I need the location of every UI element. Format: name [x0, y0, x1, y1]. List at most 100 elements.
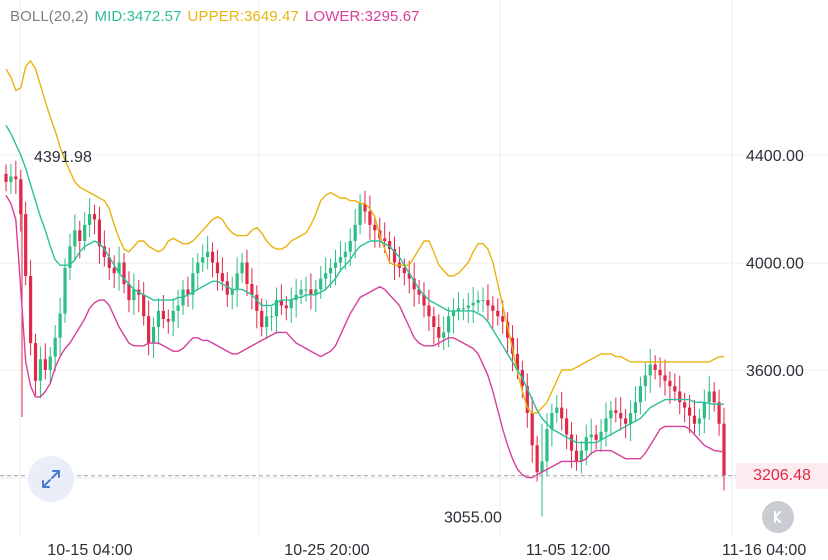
candle-body	[609, 410, 613, 419]
candle-body	[678, 391, 682, 403]
candle-body	[186, 289, 190, 295]
candle-body	[550, 413, 554, 430]
scroll-to-latest-button[interactable]	[762, 501, 794, 533]
candle-body	[73, 230, 77, 247]
candle-body	[407, 273, 411, 279]
candle-body	[412, 278, 416, 290]
time-tick-label: 10-15 04:00	[47, 542, 133, 559]
candle-body	[638, 386, 642, 403]
candle-body	[604, 418, 608, 432]
zoom-button[interactable]	[28, 456, 74, 502]
candle-body	[289, 300, 293, 309]
candle-body	[68, 246, 72, 268]
candle-body	[653, 364, 657, 370]
candle-body	[373, 224, 377, 231]
candle-body	[142, 294, 146, 317]
legend-mid: MID:3472.57	[94, 8, 182, 25]
candle-body	[486, 300, 490, 306]
candle-body	[274, 300, 279, 317]
candle-body	[555, 407, 559, 413]
candle-body	[417, 289, 421, 295]
candle-body	[225, 281, 229, 295]
candle-body	[579, 450, 583, 462]
high-price-label: 4391.98	[34, 149, 92, 166]
candle-body	[717, 402, 721, 424]
candle-body	[589, 434, 593, 438]
candle-body	[353, 224, 357, 241]
annotations: 4391.98 3055.00	[0, 149, 736, 526]
candle-body	[402, 267, 406, 274]
candle-body	[107, 257, 111, 268]
legend-lower: LOWER:3295.67	[304, 8, 420, 25]
grid-lines	[0, 0, 828, 536]
candle-body	[535, 445, 539, 473]
candle-body	[584, 437, 588, 451]
candle-body	[210, 251, 215, 263]
candle-body	[363, 203, 367, 212]
candle-body	[28, 275, 33, 344]
candle-body	[466, 305, 470, 309]
candle-body	[461, 308, 465, 310]
candle-body	[476, 300, 480, 303]
candle-body	[496, 310, 500, 317]
candle-body	[368, 211, 372, 225]
time-axis: 10-15 04:00 10-25 20:00 11-05 12:00 11-16 0…	[47, 542, 806, 559]
time-tick-label: 11-05 12:00	[526, 542, 610, 559]
candle-body	[127, 284, 131, 301]
boll-legend: BOLL(20,2) MID:3472.57 UPPER:3649.47 LOWER:…	[10, 8, 426, 25]
candle-body	[48, 356, 52, 370]
candle-body	[53, 337, 57, 357]
candle-body	[565, 418, 569, 435]
candle-body	[220, 273, 224, 282]
candle-body	[24, 214, 28, 276]
last-price-tag: 3206.48	[736, 463, 828, 489]
candlesticks	[4, 160, 726, 517]
candle-body	[383, 238, 387, 241]
candle-body	[83, 224, 87, 241]
candle-body	[712, 391, 716, 403]
candle-body	[171, 310, 175, 322]
candle-body	[328, 267, 333, 274]
candle-body	[599, 431, 603, 440]
candle-body	[38, 359, 43, 381]
candle-body	[447, 316, 451, 333]
time-tick-label: 11-16 04:00	[722, 542, 806, 559]
candle-body	[201, 257, 205, 263]
candle-body	[309, 289, 313, 295]
candle-body	[191, 273, 195, 295]
low-price-label: 3055.00	[444, 509, 502, 526]
candle-body	[697, 418, 702, 424]
candle-body	[451, 310, 456, 317]
candle-body	[707, 391, 711, 403]
candle-body	[43, 359, 47, 370]
time-tick-label: 10-25 20:00	[284, 542, 370, 559]
candle-body	[4, 173, 8, 182]
upper-band-line	[5, 60, 724, 414]
candle-body	[437, 327, 441, 338]
mid-band-line	[5, 125, 724, 444]
candle-body	[319, 278, 323, 290]
candle-body	[574, 450, 579, 462]
candle-body	[471, 302, 475, 306]
candle-body	[633, 402, 638, 413]
candle-body	[176, 305, 180, 311]
candle-body	[628, 413, 633, 424]
candle-body	[569, 434, 574, 451]
candle-body	[58, 313, 62, 338]
candle-body	[348, 241, 352, 252]
chevron-left-icon	[774, 511, 781, 523]
candle-body	[284, 305, 288, 309]
bollinger-bands	[5, 60, 725, 479]
candle-body	[648, 364, 652, 376]
candle-body	[456, 308, 461, 311]
candle-body	[619, 413, 623, 419]
candle-body	[530, 413, 534, 446]
candle-body	[9, 176, 13, 182]
candle-body	[117, 262, 121, 274]
candle-body	[683, 402, 687, 408]
candle-body	[196, 262, 200, 274]
candle-body	[151, 327, 156, 344]
candle-body	[122, 262, 126, 284]
candle-body	[14, 176, 18, 180]
